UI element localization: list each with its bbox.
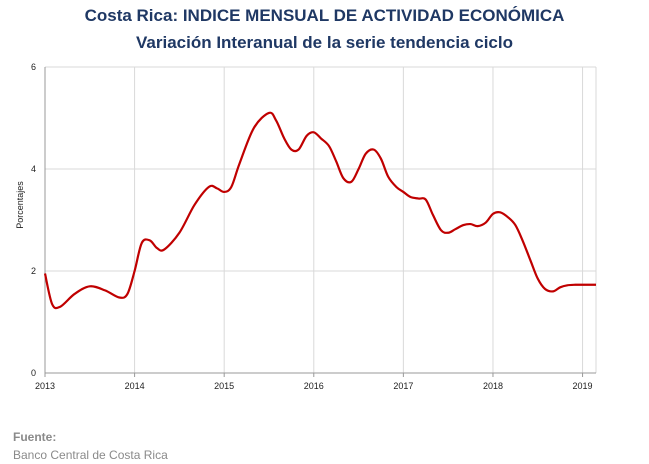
y-tick-label: 4 — [31, 164, 36, 174]
x-axis-ticks: 2013 2014 2015 2016 2017 2018 2019 — [35, 381, 593, 391]
footer-source-label: Fuente: — [13, 430, 57, 444]
y-tick-label: 6 — [31, 62, 36, 72]
chart-title: Costa Rica: INDICE MENSUAL DE ACTIVIDAD … — [84, 6, 565, 25]
chart-grid — [45, 66, 597, 373]
chart-axes — [44, 67, 596, 377]
x-tick-label: 2016 — [304, 381, 324, 391]
line-chart: 0 2 4 6 2013 2014 2015 2016 2017 2018 2019 Porcen… — [15, 62, 597, 391]
y-tick-label: 2 — [31, 266, 36, 276]
y-axis-label: Porcentajes — [15, 181, 25, 229]
x-tick-label: 2018 — [483, 381, 503, 391]
y-tick-label: 0 — [31, 368, 36, 378]
footer-source-text: Banco Central de Costa Rica — [13, 448, 168, 462]
y-axis-ticks: 0 2 4 6 — [31, 62, 36, 378]
x-tick-label: 2019 — [573, 381, 593, 391]
x-tick-label: 2014 — [125, 381, 145, 391]
chart-subtitle: Variación Interanual de la serie tendenc… — [136, 33, 513, 52]
x-tick-label: 2017 — [393, 381, 413, 391]
x-tick-label: 2013 — [35, 381, 55, 391]
x-tick-label: 2015 — [214, 381, 234, 391]
series-line — [43, 111, 596, 310]
